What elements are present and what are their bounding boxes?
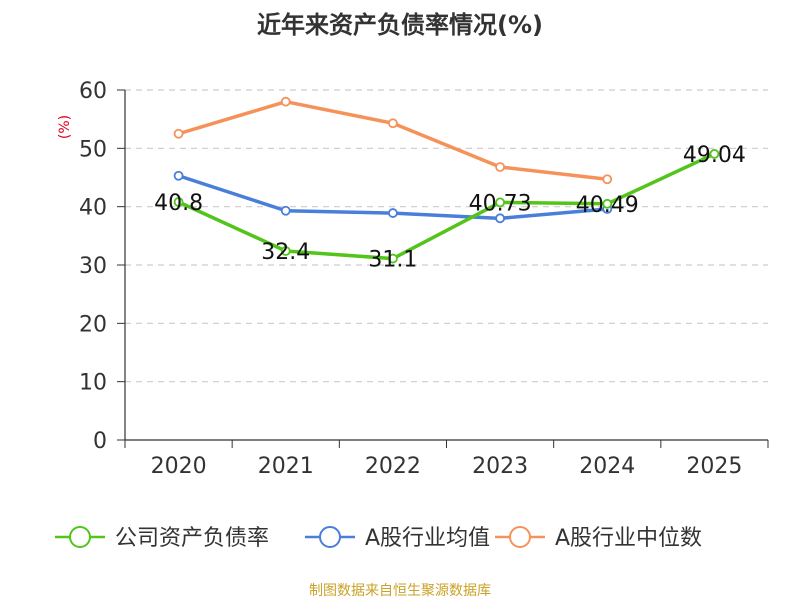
x-tick-label: 2025	[686, 454, 742, 479]
y-tick-label: 30	[79, 254, 107, 279]
data-point	[709, 149, 720, 159]
y-axis-label: (%)	[57, 115, 73, 139]
data-point	[495, 213, 505, 224]
x-tick-label: 2022	[365, 454, 421, 479]
data-label: 40.8	[154, 191, 203, 216]
legend-label: A股行业中位数	[555, 526, 702, 551]
data-label: 49.04	[683, 143, 746, 168]
series-line	[177, 152, 716, 261]
data-label: 40.73	[469, 191, 532, 216]
grid-lines	[125, 89, 768, 383]
legend-label: 公司资产负债率	[115, 526, 269, 551]
legend-marker	[509, 526, 531, 548]
data-point	[388, 253, 398, 264]
x-tick-label: 2020	[151, 454, 207, 479]
series-line	[178, 99, 608, 181]
data-point	[280, 96, 291, 107]
data-point	[173, 170, 184, 181]
data-label: 31.1	[368, 248, 417, 273]
chart-title: 近年来资产负债率情况(%)	[257, 11, 543, 39]
data-label: 32.4	[261, 240, 310, 265]
legend-marker	[319, 526, 341, 548]
y-tick-label: 0	[93, 429, 107, 454]
data-label: 40.49	[576, 193, 639, 218]
data-point	[173, 197, 184, 207]
legend-marker	[69, 526, 91, 548]
source-note: 制图数据来自恒生聚源数据库	[309, 583, 491, 599]
x-tick-label: 2023	[472, 454, 528, 479]
legend: 公司资产负债率 A股行业均值 A股行业中位数	[55, 526, 702, 551]
y-tick-label: 50	[79, 137, 107, 162]
y-tick-label: 60	[79, 79, 107, 104]
y-tick-label: 10	[79, 371, 107, 396]
x-tick-label: 2024	[579, 454, 635, 479]
axes: 0 10 20 30 40 50 60 2020 2021 2022 2023 2024 2025	[79, 79, 769, 479]
data-point	[280, 205, 291, 216]
data-point	[280, 246, 291, 256]
legend-label: A股行业均值	[365, 526, 490, 551]
data-point	[173, 128, 184, 139]
series-group	[173, 96, 720, 264]
y-tick-label: 20	[79, 312, 107, 337]
data-point	[495, 197, 505, 208]
y-tick-label: 40	[79, 196, 107, 221]
data-point	[602, 198, 613, 209]
data-point	[495, 162, 505, 172]
data-point	[388, 208, 398, 218]
x-tick-label: 2021	[258, 454, 314, 479]
data-labels: 40.8 32.4 31.1 40.73 40.49 49.04	[154, 143, 746, 273]
data-point	[388, 118, 398, 129]
data-point	[602, 174, 613, 185]
